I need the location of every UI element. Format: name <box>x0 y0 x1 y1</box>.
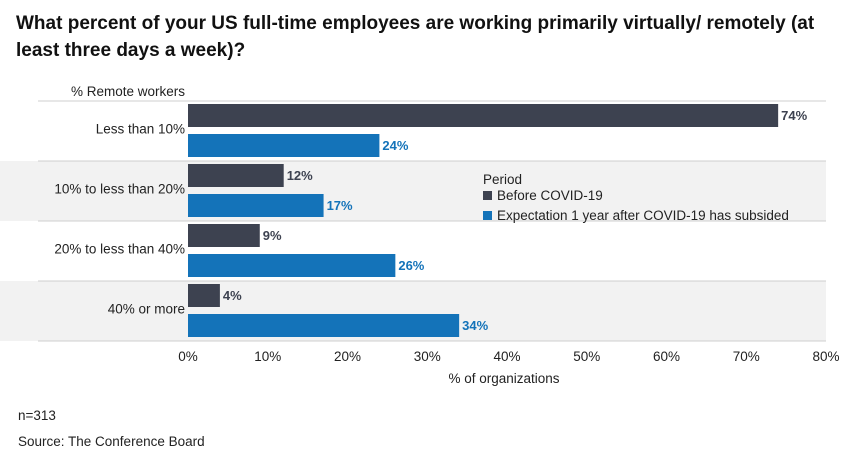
bar-chart: % Remote workers Less than 10% 74% 24% 10% t… <box>0 84 840 386</box>
bar <box>188 314 460 337</box>
bar <box>188 104 779 127</box>
x-tick-label: 60% <box>653 349 680 364</box>
rows-title: % Remote workers <box>71 84 185 99</box>
data-label: 26% <box>398 258 424 273</box>
row-band <box>0 161 826 221</box>
x-tick-label: 40% <box>493 349 520 364</box>
category-label: Less than 10% <box>96 122 185 137</box>
x-tick-label: 20% <box>334 349 361 364</box>
legend-swatch <box>483 211 492 220</box>
data-label: 74% <box>781 108 807 123</box>
data-label: 24% <box>382 138 408 153</box>
x-axis-title: % of organizations <box>448 371 559 386</box>
legend-title: Period <box>483 172 522 187</box>
bar <box>188 164 284 187</box>
x-tick-label: 30% <box>414 349 441 364</box>
bar <box>188 224 260 247</box>
legend-entry: Expectation 1 year after COVID-19 has su… <box>497 208 789 223</box>
data-label: 17% <box>327 198 353 213</box>
data-label: 9% <box>263 228 282 243</box>
sample-size-note: n=313 <box>18 408 56 423</box>
x-tick-label: 80% <box>812 349 839 364</box>
row-band <box>0 221 826 281</box>
data-label: 4% <box>223 288 242 303</box>
legend-swatch <box>483 191 492 200</box>
data-label: 34% <box>462 318 488 333</box>
x-tick-label: 70% <box>733 349 760 364</box>
chart-title: What percent of your US full-time employ… <box>16 13 815 61</box>
bar <box>188 194 324 217</box>
bar <box>188 134 380 157</box>
category-label: 10% to less than 20% <box>54 182 185 197</box>
x-tick-label: 50% <box>573 349 600 364</box>
category-label: 20% to less than 40% <box>54 242 185 257</box>
category-label: 40% or more <box>108 302 185 317</box>
data-label: 12% <box>287 168 313 183</box>
source-note: Source: The Conference Board <box>18 434 205 449</box>
legend-entry: Before COVID-19 <box>497 188 603 203</box>
bar <box>188 254 396 277</box>
x-tick-label: 0% <box>178 349 198 364</box>
bar <box>188 284 220 307</box>
x-tick-label: 10% <box>254 349 281 364</box>
